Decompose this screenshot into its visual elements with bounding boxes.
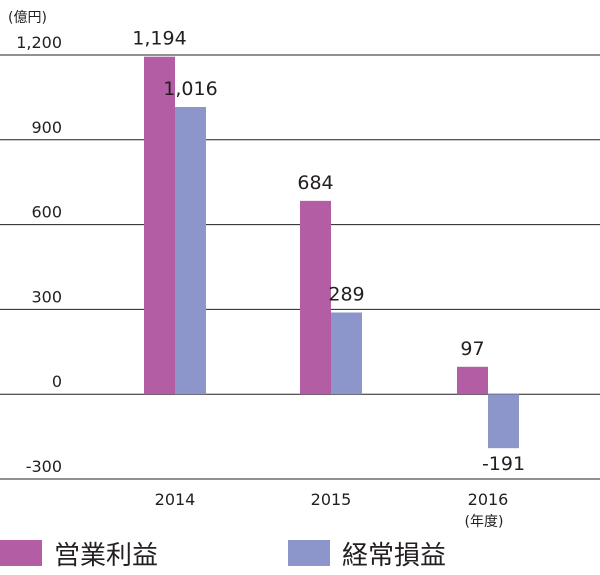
data-label: 684 (297, 172, 333, 194)
y-tick-label: 900 (31, 118, 62, 137)
legend: 営業利益 経常損益 (0, 540, 446, 571)
data-label: 289 (328, 284, 364, 306)
data-label: 1,016 (163, 78, 217, 100)
bar-operating-2015 (300, 201, 331, 394)
x-axis-ticks: 2014 2015 2016 (155, 490, 509, 509)
bar-operating-2014 (144, 57, 175, 395)
data-label: 1,194 (132, 28, 186, 50)
legend-swatch (0, 540, 42, 566)
x-tick-label: 2015 (311, 490, 352, 509)
y-unit-label: (億円) (8, 10, 47, 26)
bars (144, 57, 519, 448)
y-axis-ticks: 1,200 900 600 300 0 -300 (16, 33, 62, 476)
x-tick-label: 2016 (468, 490, 509, 509)
y-tick-label: -300 (26, 457, 62, 476)
x-unit-label: (年度) (465, 514, 504, 530)
x-tick-label: 2014 (155, 490, 196, 509)
bar-ordinary-2016 (488, 394, 519, 448)
legend-label: 営業利益 (54, 541, 158, 571)
bar-ordinary-2014 (175, 107, 206, 394)
bar-ordinary-2015 (331, 313, 362, 395)
bar-operating-2016 (457, 367, 488, 394)
y-tick-label: 600 (31, 203, 62, 222)
data-label: -191 (482, 453, 525, 475)
legend-label: 経常損益 (342, 541, 446, 571)
y-tick-label: 0 (52, 372, 62, 391)
data-label: 97 (460, 338, 484, 360)
legend-swatch (288, 540, 330, 566)
y-tick-label: 300 (31, 287, 62, 306)
y-tick-label: 1,200 (16, 33, 62, 52)
